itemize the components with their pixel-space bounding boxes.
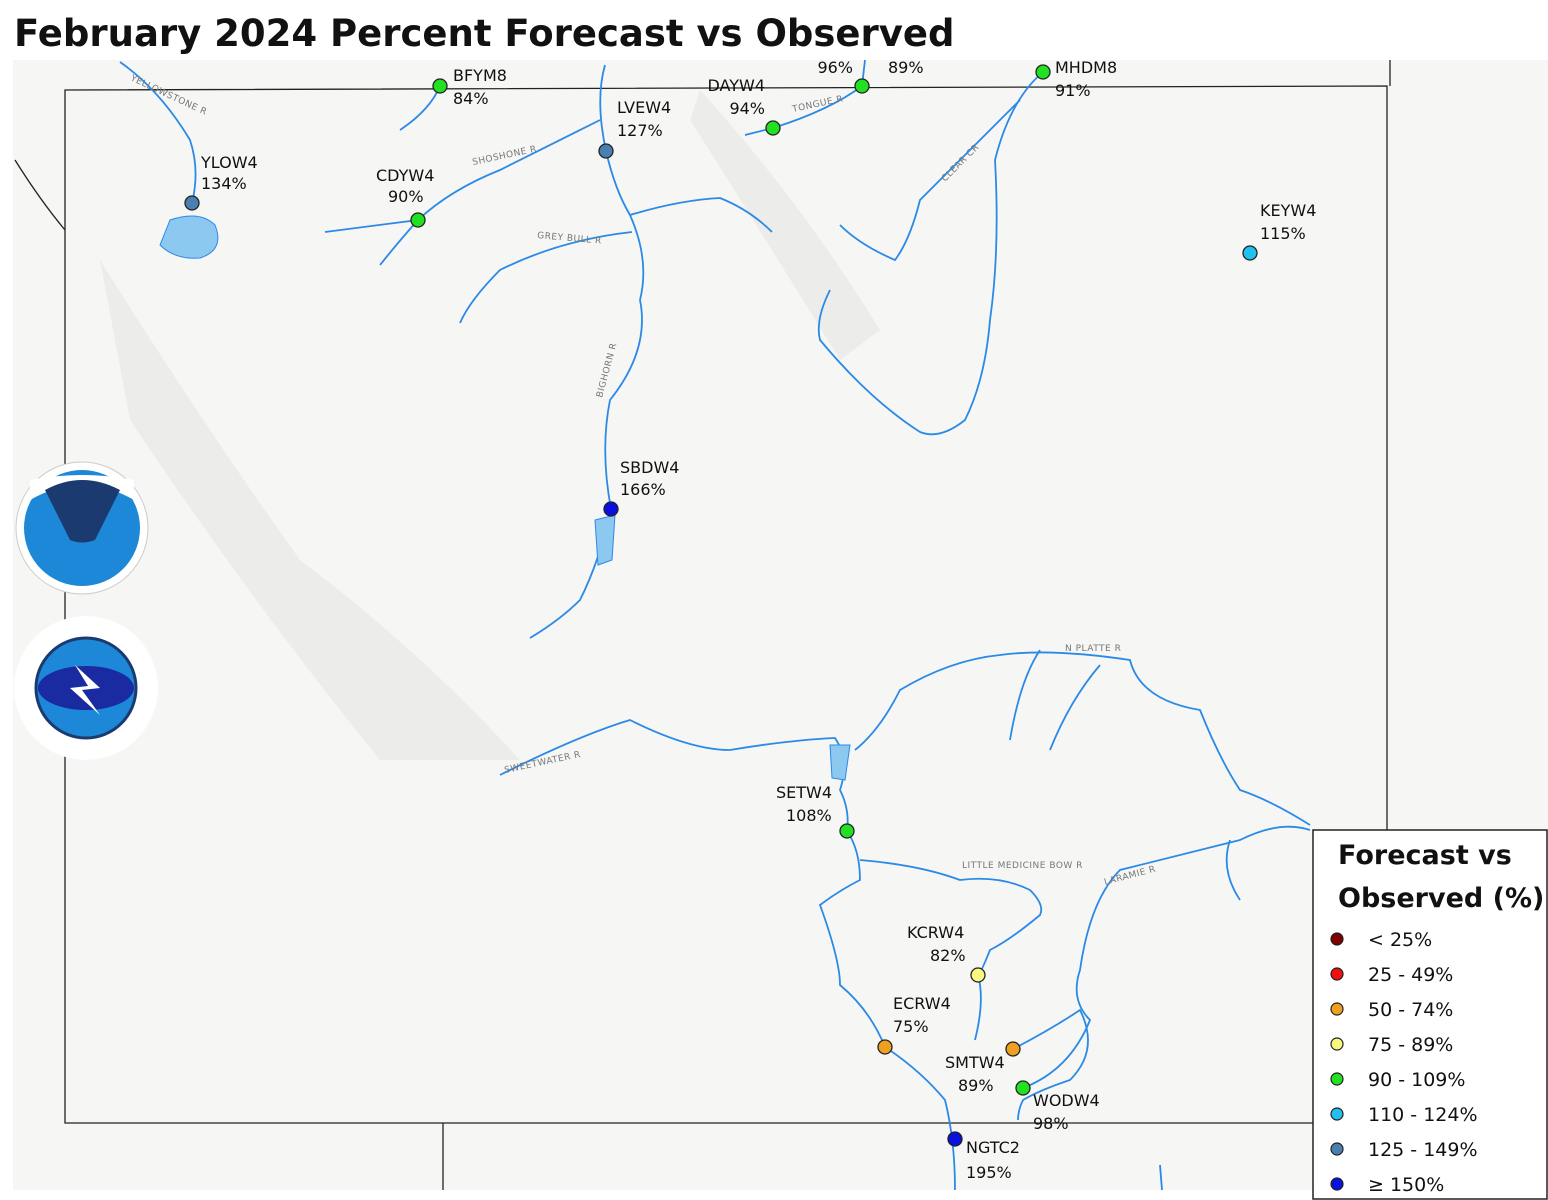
station-marker [598,143,614,159]
station-marker [603,501,619,517]
legend-label: < 25% [1368,929,1432,951]
legend-label: ≥ 150% [1368,1174,1444,1196]
station-marker [765,120,781,136]
station-id: CDYW4 [376,166,434,185]
nws-logo [14,616,158,760]
station-id: LVEW4 [617,98,671,117]
stations: BFYM8 84% DAYW4 94% 96% 89% MHDM8 91% LVEW4 127% Y… [184,58,1316,1182]
legend-swatch [1330,1072,1344,1086]
legend-label: 125 - 149% [1368,1139,1478,1161]
station-marker [970,967,986,983]
legend-swatch [1330,1142,1344,1156]
station-marker [839,823,855,839]
legend-swatch [1330,967,1344,981]
legend-swatch [1330,1002,1344,1016]
station-marker [184,195,200,211]
river-label: LITTLE MEDICINE BOW R [962,861,1083,871]
station-percent: 127% [617,121,663,140]
station-percent: 89% [888,58,924,77]
station-percent: 166% [620,480,666,499]
station-marker [410,212,426,228]
legend-title: Forecast vs [1338,840,1512,871]
station-marker [1242,245,1258,261]
river-label: N PLATTE R [1065,644,1121,654]
legend-label: 75 - 89% [1368,1034,1453,1056]
legend-swatch [1330,1177,1344,1191]
station-percent: 134% [201,174,247,193]
legend-swatch [1330,1107,1344,1121]
station-marker [947,1131,963,1147]
mountains [690,90,880,360]
station-percent: 98% [1033,1114,1069,1133]
noaa-logo [15,461,149,595]
station-percent: 91% [1055,81,1091,100]
station-id: ECRW4 [893,994,951,1013]
station-id: SETW4 [776,783,832,802]
station-id: MHDM8 [1055,58,1117,77]
legend-swatch [1330,932,1344,946]
station-percent: 195% [966,1163,1012,1182]
station-percent: 115% [1260,224,1306,243]
legend-label: 110 - 124% [1368,1104,1478,1126]
legend-box [1312,829,1548,1200]
mountains [100,260,520,760]
legend-label: 25 - 49% [1368,964,1453,986]
station-id: BFYM8 [453,66,507,85]
station-percent: 82% [930,946,966,965]
station-percent: 89% [958,1076,994,1095]
station-marker [877,1039,893,1055]
legend-swatch [1330,1037,1344,1051]
legend: Forecast vs Observed (%) < 25% 25 - 49% 50… [1312,829,1548,1200]
legend-label: 90 - 109% [1368,1069,1465,1091]
legend-items: < 25% 25 - 49% 50 - 74% 75 - 89% 90 - 109% 11… [1330,929,1478,1196]
station-percent: 84% [453,89,489,108]
station-marker [432,78,448,94]
station-marker [854,78,870,94]
station-id: NGTC2 [966,1138,1020,1157]
station-percent: 75% [893,1017,929,1036]
station-id: SMTW4 [945,1053,1005,1072]
station-id: SBDW4 [620,458,679,477]
station-percent: 96% [817,58,853,77]
legend-title: Observed (%) [1338,883,1544,914]
station-marker [1015,1080,1031,1096]
title: February 2024 Percent Forecast vs Observ… [14,12,954,55]
station-id: WODW4 [1033,1091,1100,1110]
station-percent: 90% [388,187,424,206]
station-marker [1005,1041,1021,1057]
station-percent: 94% [729,99,765,118]
station-id: KEYW4 [1260,201,1316,220]
station-marker [1035,64,1051,80]
station-id: KCRW4 [907,923,964,942]
station-id: DAYW4 [707,76,765,95]
station-id: YLOW4 [200,153,258,172]
station-percent: 108% [786,806,832,825]
legend-label: 50 - 74% [1368,999,1453,1021]
